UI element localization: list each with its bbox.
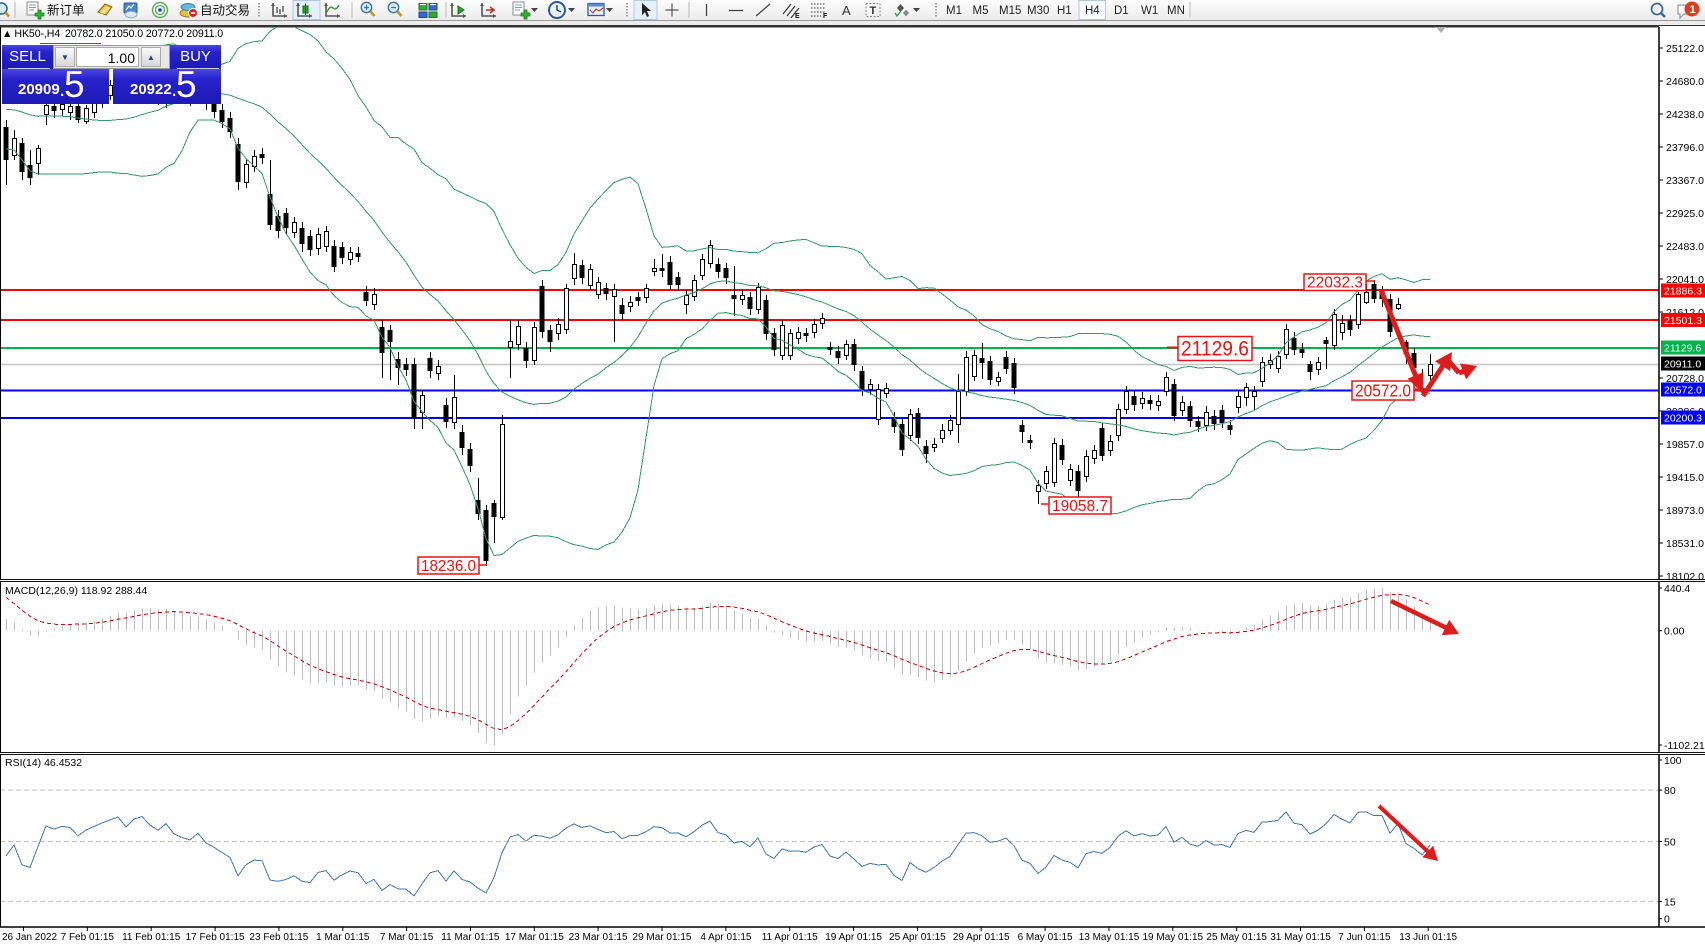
svg-text:E: E	[795, 13, 800, 20]
svg-text:20572.0: 20572.0	[1664, 385, 1702, 397]
svg-text:22041.0: 22041.0	[1666, 274, 1704, 286]
svg-text:19857.0: 19857.0	[1666, 439, 1704, 451]
svg-text:23796.0: 23796.0	[1666, 142, 1704, 154]
svg-text:21129.6: 21129.6	[1664, 343, 1701, 355]
svg-text:31 May 01:15: 31 May 01:15	[1270, 932, 1331, 943]
svg-text:M5: M5	[973, 5, 989, 17]
svg-text:7 Feb 01:15: 7 Feb 01:15	[61, 932, 115, 943]
svg-text:23 Mar 01:15: 23 Mar 01:15	[569, 932, 628, 943]
svg-text:23 Feb 01:15: 23 Feb 01:15	[249, 932, 308, 943]
svg-text:20728.0: 20728.0	[1666, 373, 1704, 385]
svg-text:25 Apr 01:15: 25 Apr 01:15	[889, 932, 946, 943]
svg-text:17 Mar 01:15: 17 Mar 01:15	[505, 932, 564, 943]
svg-text:新订单: 新订单	[47, 3, 85, 18]
svg-text:1 Mar 01:15: 1 Mar 01:15	[316, 932, 370, 943]
svg-text:21129.6: 21129.6	[1181, 338, 1249, 361]
svg-text:H1: H1	[1057, 5, 1072, 17]
svg-text:20200.3: 20200.3	[1664, 413, 1702, 425]
svg-text:13 May 01:15: 13 May 01:15	[1079, 932, 1140, 943]
svg-text:M30: M30	[1027, 5, 1049, 17]
svg-text:RSI(14) 46.4532: RSI(14) 46.4532	[5, 757, 82, 769]
svg-text:17 Feb 01:15: 17 Feb 01:15	[186, 932, 245, 943]
svg-text:22925.0: 22925.0	[1666, 208, 1704, 220]
svg-text:22032.3: 22032.3	[1307, 275, 1363, 292]
svg-text:A: A	[842, 3, 851, 18]
svg-text:M15: M15	[999, 5, 1021, 17]
svg-text:F: F	[823, 13, 828, 20]
svg-text:22483.0: 22483.0	[1666, 241, 1704, 253]
svg-text:自动交易: 自动交易	[200, 3, 250, 18]
svg-text:20911.0: 20911.0	[1664, 359, 1701, 371]
svg-text:26 Jan 2022: 26 Jan 2022	[2, 932, 57, 943]
svg-text:18531.0: 18531.0	[1666, 538, 1704, 550]
svg-text:13 Jun 01:15: 13 Jun 01:15	[1399, 932, 1457, 943]
svg-text:23367.0: 23367.0	[1666, 175, 1704, 187]
svg-text:6 May 01:15: 6 May 01:15	[1018, 932, 1073, 943]
svg-text:25122.0: 25122.0	[1666, 43, 1704, 55]
svg-text:100: 100	[1664, 755, 1682, 767]
svg-text:20572.0: 20572.0	[1355, 380, 1411, 400]
svg-text:7 Jun 01:15: 7 Jun 01:15	[1338, 932, 1391, 943]
svg-text:29 Mar 01:15: 29 Mar 01:15	[633, 932, 692, 943]
svg-text:19415.0: 19415.0	[1666, 472, 1704, 484]
svg-text:11 Mar 01:15: 11 Mar 01:15	[441, 932, 500, 943]
svg-text:19 Apr 01:15: 19 Apr 01:15	[825, 932, 882, 943]
svg-text:W1: W1	[1141, 5, 1158, 17]
svg-text:80: 80	[1664, 785, 1676, 797]
svg-text:21501.3: 21501.3	[1664, 315, 1702, 327]
svg-text:T: T	[870, 5, 877, 17]
svg-text:0.00: 0.00	[1664, 626, 1685, 638]
svg-text:MACD(12,26,9) 118.92 288.44: MACD(12,26,9) 118.92 288.44	[5, 585, 147, 597]
svg-text:18973.0: 18973.0	[1666, 505, 1704, 517]
svg-text:18236.0: 18236.0	[421, 558, 476, 575]
svg-text:11 Apr 01:15: 11 Apr 01:15	[762, 932, 818, 943]
svg-text:1: 1	[1690, 4, 1696, 16]
svg-text:50: 50	[1664, 837, 1676, 849]
svg-text:M1: M1	[946, 5, 962, 17]
svg-text:7 Mar 01:15: 7 Mar 01:15	[380, 932, 434, 943]
svg-text:24238.0: 24238.0	[1666, 109, 1704, 121]
svg-text:19 May 01:15: 19 May 01:15	[1142, 932, 1203, 943]
svg-text:24680.0: 24680.0	[1666, 76, 1704, 88]
svg-text:19058.7: 19058.7	[1052, 498, 1108, 515]
svg-text:4 Apr 01:15: 4 Apr 01:15	[700, 932, 752, 943]
svg-text:29 Apr 01:15: 29 Apr 01:15	[953, 932, 1010, 943]
svg-text:D1: D1	[1114, 5, 1129, 17]
svg-text:440.4: 440.4	[1664, 583, 1690, 595]
svg-text:25 May 01:15: 25 May 01:15	[1206, 932, 1267, 943]
svg-text:MN: MN	[1167, 5, 1185, 17]
svg-text:0: 0	[1664, 914, 1670, 926]
svg-text:-1102.21: -1102.21	[1664, 740, 1705, 752]
svg-text:21886.3: 21886.3	[1664, 286, 1702, 298]
svg-text:H4: H4	[1085, 5, 1100, 17]
svg-text:11 Feb 01:15: 11 Feb 01:15	[122, 932, 181, 943]
svg-text:15: 15	[1664, 896, 1676, 908]
